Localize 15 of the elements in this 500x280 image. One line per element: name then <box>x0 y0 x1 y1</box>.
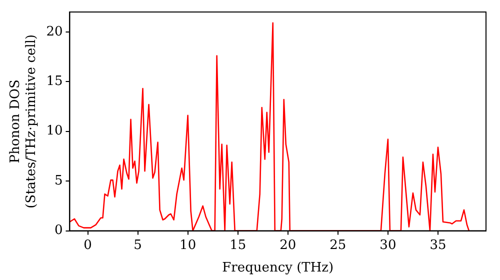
y-tick-label: 20 <box>46 24 63 40</box>
x-tick-label: 5 <box>134 238 142 253</box>
y-tick-label: 10 <box>46 124 63 139</box>
x-axis-title: Frequency (THz) <box>222 260 334 276</box>
x-tick-label: 25 <box>330 238 346 253</box>
y-tick-label: 0 <box>54 223 63 238</box>
x-tick-label: 10 <box>180 238 196 253</box>
x-tick-label: 15 <box>230 238 246 253</box>
y-axis-title: Phonon DOS (States/THz·primitive cell) <box>8 34 39 208</box>
y-tick-label: 5 <box>54 173 63 188</box>
x-tick-label: 20 <box>280 238 296 253</box>
x-tick-label: 30 <box>380 238 396 253</box>
x-tick-label: 0 <box>84 238 92 253</box>
y-tick-label: 15 <box>46 74 63 89</box>
x-tick-label: 35 <box>430 238 446 253</box>
